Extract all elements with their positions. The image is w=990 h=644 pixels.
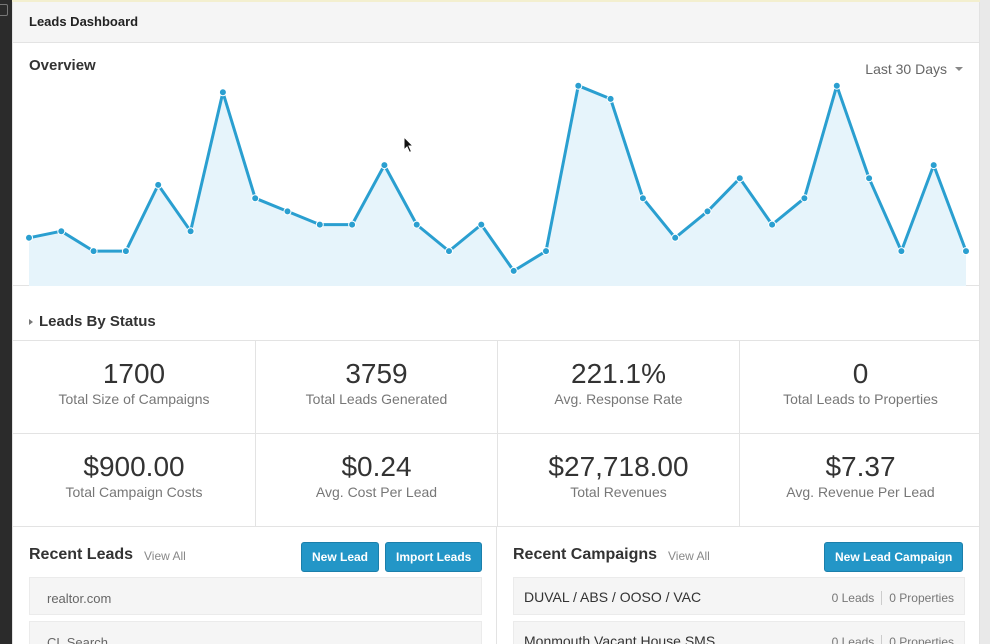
chart-series-line [28, 84, 968, 273]
window-control-icon [0, 4, 8, 16]
overview-title: Overview [29, 57, 96, 74]
chart-point[interactable] [832, 81, 841, 90]
recent-leads-title: Recent Leads [29, 546, 134, 563]
overview-section: Overview Last 30 Days [13, 43, 979, 286]
chart-point[interactable] [445, 247, 453, 256]
divider [881, 635, 883, 644]
chart-point[interactable] [348, 220, 357, 229]
chart-point[interactable] [671, 233, 680, 242]
chart-point[interactable] [606, 94, 615, 103]
top-border [12, 0, 980, 2]
chart-area-fill [29, 85, 966, 286]
campaign-meta: 0 Leads 0 Properties [832, 591, 954, 605]
chart-point[interactable] [929, 161, 938, 170]
stat-total-leads-to-properties: 0 Total Leads to Properties [740, 341, 979, 434]
chart-point[interactable] [25, 233, 33, 242]
import-leads-button[interactable]: Import Leads [385, 542, 483, 572]
chevron-down-icon [955, 67, 963, 71]
lead-list-item[interactable]: CL Search [29, 621, 482, 644]
left-window-strip [0, 0, 12, 644]
recent-section: Recent Leads View All New Lead Import Le… [13, 527, 979, 644]
new-lead-button[interactable]: New Lead [301, 542, 380, 572]
stat-value: 3759 [345, 358, 408, 389]
leads-by-status-title: Leads By Status [39, 313, 156, 330]
stat-avg-cost-per-lead: $0.24 Avg. Cost Per Lead [256, 434, 498, 527]
stat-label: Avg. Revenue Per Lead [786, 484, 935, 500]
dashboard-panel: Leads Dashboard Overview Last 30 Days Le… [12, 2, 980, 644]
chart-point[interactable] [218, 88, 227, 97]
recent-campaigns-view-all-link[interactable]: View All [668, 549, 710, 563]
panel-header: Leads Dashboard [13, 2, 979, 43]
chart-point[interactable] [121, 247, 130, 256]
chart-point[interactable] [542, 247, 550, 256]
overview-chart [25, 81, 970, 286]
stat-total-campaign-costs: $900.00 Total Campaign Costs [13, 434, 256, 527]
campaign-properties-count: 0 Properties [889, 591, 954, 605]
chart-point[interactable] [315, 220, 324, 229]
chart-point[interactable] [57, 227, 66, 236]
leads-by-status-toggle[interactable]: Leads By Status [13, 286, 979, 341]
campaign-meta: 0 Leads 0 Properties [832, 635, 954, 644]
stat-avg-revenue-per-lead: $7.37 Avg. Revenue Per Lead [740, 434, 979, 527]
page-title: Leads Dashboard [29, 14, 139, 29]
chart-point[interactable] [477, 220, 486, 229]
divider [881, 591, 883, 605]
chart-point[interactable] [251, 194, 260, 203]
chart-point[interactable] [509, 266, 518, 275]
stat-total-size-of-campaigns: 1700 Total Size of Campaigns [13, 341, 256, 434]
chart-point[interactable] [283, 207, 292, 216]
chart-point[interactable] [186, 227, 195, 236]
stat-label: Total Leads Generated [305, 391, 448, 407]
stats-grid: 1700 Total Size of Campaigns 3759 Total … [13, 341, 979, 527]
campaign-leads-count: 0 Leads [831, 635, 875, 644]
stat-avg-response-rate: 221.1% Avg. Response Rate [498, 341, 740, 434]
date-range-label: Last 30 Days [865, 61, 947, 77]
stat-value: $27,718.00 [548, 451, 689, 482]
stat-value: $7.37 [825, 451, 896, 482]
new-lead-campaign-button[interactable]: New Lead Campaign [824, 542, 964, 572]
stat-value: 221.1% [571, 358, 666, 389]
recent-leads-panel: Recent Leads View All New Lead Import Le… [13, 527, 497, 644]
right-window-strip [980, 0, 990, 644]
recent-leads-view-all-link[interactable]: View All [144, 549, 186, 563]
stat-label: Avg. Cost Per Lead [315, 484, 438, 500]
campaign-list-item[interactable]: DUVAL / ABS / OOSO / VAC 0 Leads 0 Prope… [513, 577, 965, 615]
chart-point[interactable] [962, 247, 970, 256]
stat-label: Avg. Response Rate [554, 391, 683, 407]
recent-campaigns-panel: Recent Campaigns View All New Lead Campa… [497, 527, 979, 644]
chart-point[interactable] [380, 161, 389, 170]
stat-label: Total Leads to Properties [783, 391, 938, 407]
chart-point[interactable] [800, 194, 809, 203]
stat-total-revenues: $27,718.00 Total Revenues [498, 434, 740, 527]
recent-campaigns-title: Recent Campaigns [513, 546, 658, 563]
chart-point[interactable] [897, 247, 906, 256]
stat-value: $900.00 [83, 451, 185, 482]
campaign-list-item[interactable]: Monmouth Vacant House SMS 0 Leads 0 Prop… [513, 621, 965, 644]
chart-point[interactable] [154, 180, 163, 189]
chart-point[interactable] [768, 220, 777, 229]
stat-value: $0.24 [341, 451, 412, 482]
campaign-name: Monmouth Vacant House SMS [524, 633, 716, 644]
stat-total-leads-generated: 3759 Total Leads Generated [256, 341, 498, 434]
date-range-dropdown[interactable]: Last 30 Days [865, 61, 963, 77]
mouse-pointer-icon [403, 136, 415, 154]
lead-list-item[interactable]: realtor.com [29, 577, 482, 615]
stat-label: Total Revenues [570, 484, 667, 500]
campaign-leads-count: 0 Leads [831, 591, 875, 605]
stat-label: Total Size of Campaigns [58, 391, 210, 407]
stat-label: Total Campaign Costs [65, 484, 203, 500]
campaign-name: DUVAL / ABS / OOSO / VAC [524, 589, 702, 605]
stat-value: 0 [852, 358, 869, 389]
campaign-properties-count: 0 Properties [889, 635, 954, 644]
chart-point[interactable] [638, 194, 647, 203]
chart-point[interactable] [412, 220, 421, 229]
chart-point[interactable] [574, 81, 583, 90]
chart-point[interactable] [735, 174, 744, 183]
caret-right-icon [29, 318, 33, 325]
chart-point[interactable] [703, 207, 712, 216]
chart-point[interactable] [89, 247, 98, 256]
chart-point[interactable] [865, 174, 874, 183]
stat-value: 1700 [102, 358, 166, 389]
